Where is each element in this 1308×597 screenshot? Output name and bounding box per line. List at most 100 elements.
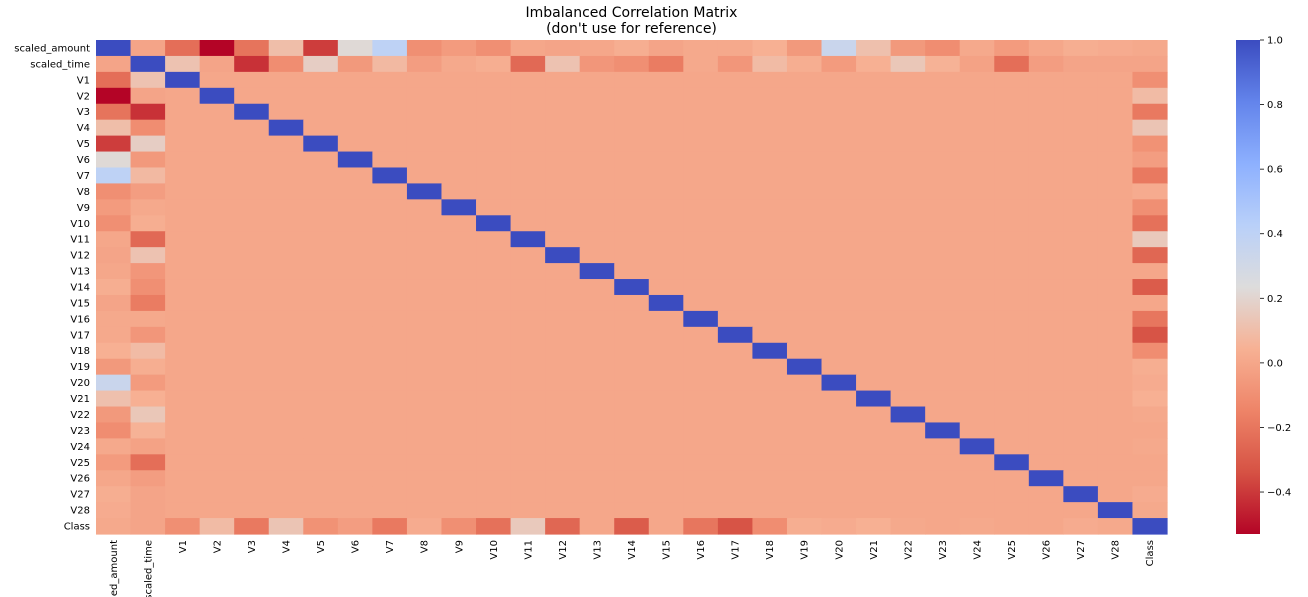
- heatmap-cell: [165, 326, 201, 344]
- heatmap-cell: [959, 374, 995, 392]
- heatmap-cell: [648, 326, 684, 344]
- heatmap-cell: [1028, 422, 1064, 439]
- heatmap-cell: [130, 454, 166, 471]
- heatmap-cell: [165, 71, 201, 89]
- heatmap-cell: [1097, 55, 1134, 73]
- heatmap-cell: [130, 406, 166, 424]
- y-tick-label: V23: [70, 426, 90, 437]
- heatmap-cell: [890, 390, 926, 408]
- heatmap-cell: [683, 279, 719, 296]
- heatmap-cell: [1063, 294, 1099, 312]
- heatmap-cell: [441, 40, 477, 57]
- heatmap-cell: [406, 342, 443, 360]
- heatmap-cell: [96, 167, 132, 185]
- heatmap-cell: [786, 279, 823, 296]
- heatmap-cell: [165, 502, 201, 519]
- heatmap-cell: [406, 151, 443, 169]
- heatmap-cell: [1132, 486, 1168, 503]
- heatmap-cell: [303, 279, 339, 296]
- heatmap-cell: [96, 247, 132, 264]
- heatmap-cell: [96, 87, 132, 105]
- heatmap-cell: [545, 167, 581, 185]
- heatmap-cell: [199, 247, 235, 264]
- heatmap-cell: [752, 183, 788, 200]
- heatmap-cell: [994, 358, 1030, 376]
- heatmap-cell: [856, 279, 892, 296]
- heatmap-cell: [683, 87, 719, 105]
- heatmap-cell: [994, 103, 1030, 121]
- heatmap-cell: [1028, 247, 1064, 264]
- heatmap-cell: [337, 342, 373, 360]
- heatmap-cell: [96, 358, 132, 376]
- heatmap-cell: [648, 454, 684, 471]
- heatmap-cell: [303, 135, 339, 153]
- heatmap-cell: [1028, 486, 1064, 503]
- x-tick-label: V27: [1076, 540, 1087, 560]
- heatmap-cell: [648, 103, 684, 121]
- heatmap-cell: [1097, 342, 1134, 360]
- heatmap-cell: [372, 422, 408, 439]
- heatmap-cell: [303, 231, 339, 248]
- heatmap-cell: [476, 199, 512, 216]
- heatmap-cell: [1063, 342, 1099, 360]
- heatmap-cell: [268, 294, 304, 312]
- heatmap-cell: [268, 263, 304, 280]
- heatmap-cell: [234, 263, 270, 280]
- heatmap-cell: [441, 310, 477, 328]
- heatmap-cell: [821, 486, 857, 503]
- heatmap-cell: [510, 231, 546, 248]
- heatmap-cell: [441, 390, 477, 408]
- heatmap-cell: [1132, 310, 1168, 328]
- heatmap-cell: [579, 454, 615, 471]
- heatmap-cell: [441, 374, 477, 392]
- y-tick-label: scaled_amount: [14, 43, 90, 54]
- heatmap-cell: [856, 518, 892, 535]
- heatmap-cell: [683, 470, 719, 487]
- heatmap-cell: [821, 454, 857, 471]
- heatmap-cell: [648, 342, 684, 360]
- heatmap-cell: [752, 374, 788, 392]
- colorbar-tick-label: 0.4: [1267, 229, 1283, 240]
- heatmap-cell: [96, 326, 132, 344]
- heatmap-cell: [925, 215, 961, 232]
- heatmap-cell: [303, 247, 339, 264]
- heatmap-cell: [96, 342, 132, 360]
- heatmap-cell: [1132, 279, 1168, 296]
- heatmap-cell: [821, 326, 857, 344]
- heatmap-cell: [683, 151, 719, 169]
- heatmap-cell: [234, 151, 270, 169]
- heatmap-cell: [1132, 438, 1168, 455]
- heatmap-cell: [856, 151, 892, 169]
- heatmap-cell: [337, 119, 373, 137]
- heatmap-cell: [925, 486, 961, 503]
- heatmap-cell: [545, 199, 581, 216]
- heatmap-cell: [1028, 263, 1064, 280]
- heatmap-cell: [821, 183, 857, 200]
- heatmap-cell: [337, 454, 373, 471]
- heatmap-cell: [199, 358, 235, 376]
- heatmap-cell: [614, 294, 650, 312]
- heatmap-cell: [303, 342, 339, 360]
- heatmap-cell: [683, 71, 719, 89]
- heatmap-cell: [476, 247, 512, 264]
- heatmap-cell: [96, 422, 132, 439]
- heatmap-cell: [994, 263, 1030, 280]
- heatmap-cell: [925, 342, 961, 360]
- heatmap-cell: [959, 326, 995, 344]
- heatmap-cell: [441, 87, 477, 105]
- heatmap-cell: [372, 294, 408, 312]
- heatmap-cell: [199, 231, 235, 248]
- heatmap-cell: [199, 167, 235, 185]
- heatmap-cell: [890, 310, 926, 328]
- heatmap-cell: [130, 294, 166, 312]
- heatmap-cell: [476, 438, 512, 455]
- x-tick-label: V19: [800, 540, 811, 560]
- heatmap-cell: [959, 470, 995, 487]
- heatmap-cell: [372, 342, 408, 360]
- heatmap-cell: [821, 40, 857, 57]
- heatmap-cell: [372, 326, 408, 344]
- heatmap-cell: [406, 55, 443, 73]
- heatmap-cell: [925, 167, 961, 185]
- heatmap-cell: [786, 183, 823, 200]
- heatmap-cell: [786, 390, 823, 408]
